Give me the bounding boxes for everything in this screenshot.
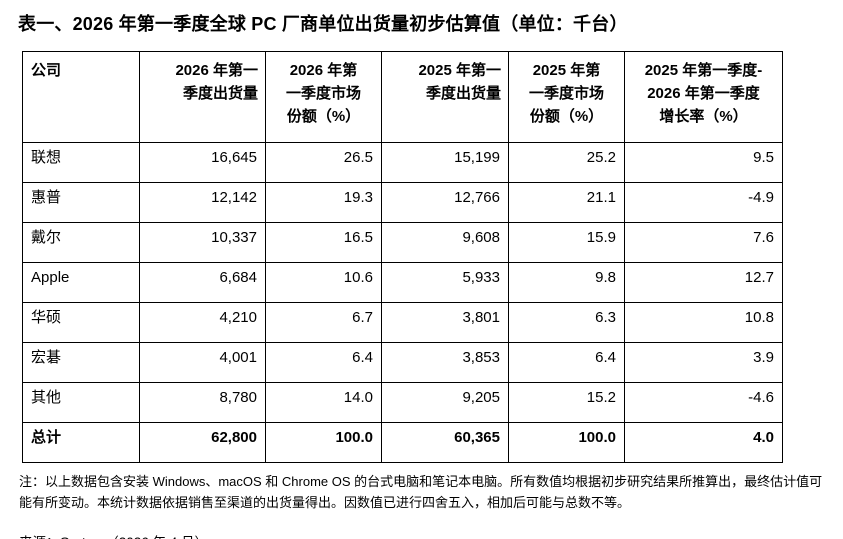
value-cell: 12,766 [381,182,509,223]
value-cell: 21.1 [508,182,625,223]
value-cell: 4.0 [624,422,783,463]
value-cell: 9,205 [381,382,509,423]
company-cell: 联想 [22,142,140,183]
value-cell: 6.4 [265,342,382,383]
value-cell: 3,801 [381,302,509,343]
value-cell: 62,800 [139,422,266,463]
value-cell: 3.9 [624,342,783,383]
value-cell: 15.9 [508,222,625,263]
row-asus: 华硕 4,210 6.7 3,801 6.3 10.8 [22,302,783,343]
value-cell: 6.7 [265,302,382,343]
value-cell: 15.2 [508,382,625,423]
value-cell: 9.5 [624,142,783,183]
header-company: 公司 [22,51,140,143]
company-cell: Apple [22,262,140,303]
value-cell: 4,210 [139,302,266,343]
header-2025-q1-shipments: 2025 年第一 季度出货量 [381,51,509,143]
value-cell: 15,199 [381,142,509,183]
value-cell: 16,645 [139,142,266,183]
value-cell: -4.6 [624,382,783,423]
company-cell: 宏碁 [22,342,140,383]
row-total: 总计 62,800 100.0 60,365 100.0 4.0 [22,422,783,463]
footnote: 注：以上数据包含安装 Windows、macOS 和 Chrome OS 的台式… [19,474,823,510]
value-cell: 10,337 [139,222,266,263]
value-cell: 6.4 [508,342,625,383]
value-cell: 5,933 [381,262,509,303]
value-cell: 26.5 [265,142,382,183]
value-cell: 19.3 [265,182,382,223]
value-cell: 6.3 [508,302,625,343]
value-cell: 100.0 [508,422,625,463]
value-cell: 10.8 [624,302,783,343]
company-cell: 总计 [22,422,140,463]
value-cell: 60,365 [381,422,509,463]
header-row: 公司 2026 年第一 季度出货量 2026 年第 一季度市场 份额（%） 20… [22,51,783,143]
row-apple: Apple 6,684 10.6 5,933 9.8 12.7 [22,262,783,303]
row-others: 其他 8,780 14.0 9,205 15.2 -4.6 [22,382,783,423]
row-hp: 惠普 12,142 19.3 12,766 21.1 -4.9 [22,182,783,223]
value-cell: 12.7 [624,262,783,303]
company-cell: 戴尔 [22,222,140,263]
value-cell: 3,853 [381,342,509,383]
source-line: 来源：Gartner（2026 年 4 月） [19,531,825,539]
row-lenovo: 联想 16,645 26.5 15,199 25.2 9.5 [22,142,783,183]
value-cell: 100.0 [265,422,382,463]
value-cell: 9.8 [508,262,625,303]
value-cell: 9,608 [381,222,509,263]
value-cell: 14.0 [265,382,382,423]
row-dell: 戴尔 10,337 16.5 9,608 15.9 7.6 [22,222,783,263]
company-cell: 华硕 [22,302,140,343]
value-cell: 12,142 [139,182,266,223]
value-cell: 16.5 [265,222,382,263]
pc-shipments-table: 公司 2026 年第一 季度出货量 2026 年第 一季度市场 份额（%） 20… [22,51,783,463]
value-cell: 8,780 [139,382,266,423]
header-2025-q1-share: 2025 年第 一季度市场 份额（%） [508,51,625,143]
value-cell: 10.6 [265,262,382,303]
value-cell: 6,684 [139,262,266,303]
header-2026-q1-share: 2026 年第 一季度市场 份额（%） [265,51,382,143]
company-cell: 惠普 [22,182,140,223]
header-growth-rate: 2025 年第一季度- 2026 年第一季度 增长率（%） [624,51,783,143]
company-cell: 其他 [22,382,140,423]
header-2026-q1-shipments: 2026 年第一 季度出货量 [139,51,266,143]
value-cell: 7.6 [624,222,783,263]
row-acer: 宏碁 4,001 6.4 3,853 6.4 3.9 [22,342,783,383]
table-title: 表一、2026 年第一季度全球 PC 厂商单位出货量初步估算值（单位：千台） [18,14,628,34]
value-cell: 4,001 [139,342,266,383]
value-cell: -4.9 [624,182,783,223]
value-cell: 25.2 [508,142,625,183]
